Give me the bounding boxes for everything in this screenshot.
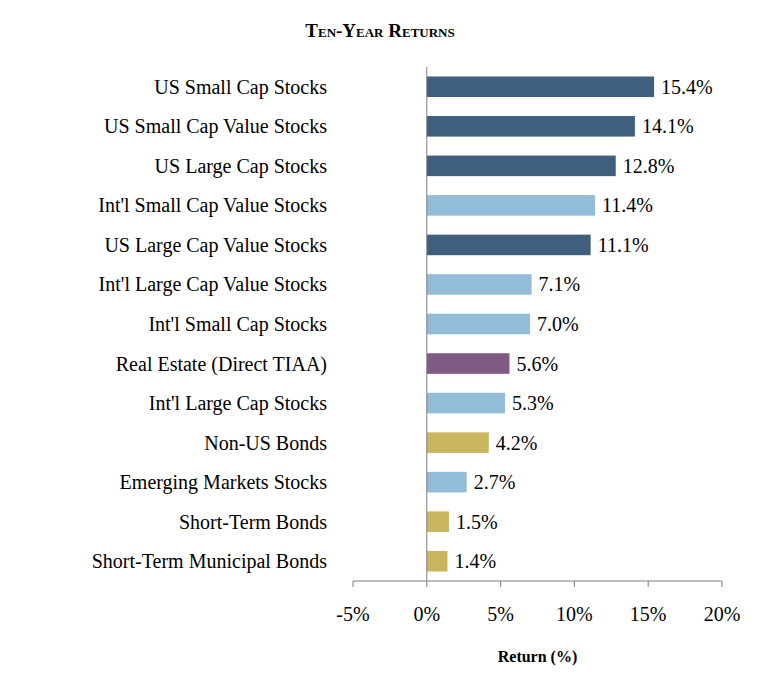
category-label: Int'l Large Cap Value Stocks — [99, 273, 328, 296]
bar — [427, 314, 530, 335]
chart-title: Ten-Year Returns — [305, 20, 454, 41]
bar — [427, 511, 449, 532]
bar — [427, 76, 654, 97]
chart-container: Ten-Year Returns -5% 0% 5% 10% 15% 20% Return (… — [0, 0, 762, 699]
category-label: US Large Cap Value Stocks — [104, 234, 327, 257]
category-label: Short-Term Bonds — [179, 511, 327, 533]
bar — [427, 274, 532, 295]
tick-label: -5% — [336, 603, 369, 625]
tick-label: 20% — [704, 603, 741, 625]
data-label: 4.2% — [496, 432, 538, 454]
bars — [427, 76, 654, 571]
bar — [427, 551, 448, 572]
bar — [427, 116, 635, 137]
tick-label: 5% — [487, 603, 514, 625]
category-label: Real Estate (Direct TIAA) — [116, 353, 327, 376]
data-label: 5.6% — [516, 353, 558, 375]
tick-mark — [722, 581, 723, 587]
bar — [427, 156, 616, 177]
data-label: 12.8% — [623, 155, 675, 177]
data-label: 1.4% — [454, 550, 496, 572]
tick-label: 10% — [556, 603, 593, 625]
data-label: 5.3% — [512, 392, 554, 414]
category-label: Non-US Bonds — [204, 432, 327, 454]
category-label: US Large Cap Stocks — [155, 155, 328, 178]
category-label: US Small Cap Value Stocks — [104, 115, 327, 138]
data-label: 7.1% — [539, 273, 581, 295]
category-label: US Small Cap Stocks — [154, 76, 327, 99]
data-label: 15.4% — [661, 76, 713, 98]
data-label: 14.1% — [642, 115, 694, 137]
bar — [427, 235, 591, 256]
bar — [427, 472, 467, 493]
tick-mark — [426, 581, 427, 587]
category-label: Int'l Small Cap Value Stocks — [98, 194, 327, 217]
category-axis-line — [426, 67, 427, 581]
data-label: 11.4% — [602, 194, 653, 216]
bar — [427, 393, 505, 414]
tick-label: 15% — [630, 603, 667, 625]
category-label: Short-Term Municipal Bonds — [92, 550, 327, 573]
bar — [427, 432, 489, 453]
tick-mark — [648, 581, 649, 587]
axis-label: Return (%) — [498, 648, 578, 666]
tick-mark — [574, 581, 575, 587]
data-label: 1.5% — [456, 511, 498, 533]
bar — [427, 353, 510, 374]
category-label: Int'l Large Cap Stocks — [149, 392, 327, 415]
tick-label: 0% — [413, 603, 440, 625]
tick-mark — [500, 581, 501, 587]
chart-svg: Ten-Year Returns -5% 0% 5% 10% 15% 20% Return (… — [0, 0, 762, 699]
data-label: 7.0% — [537, 313, 579, 335]
data-label: 2.7% — [474, 471, 516, 493]
bar — [427, 195, 595, 216]
category-label: Emerging Markets Stocks — [120, 471, 328, 494]
tick-mark — [353, 581, 354, 587]
value-axis-line — [353, 581, 722, 582]
category-label: Int'l Small Cap Stocks — [148, 313, 327, 336]
data-label: 11.1% — [598, 234, 649, 256]
